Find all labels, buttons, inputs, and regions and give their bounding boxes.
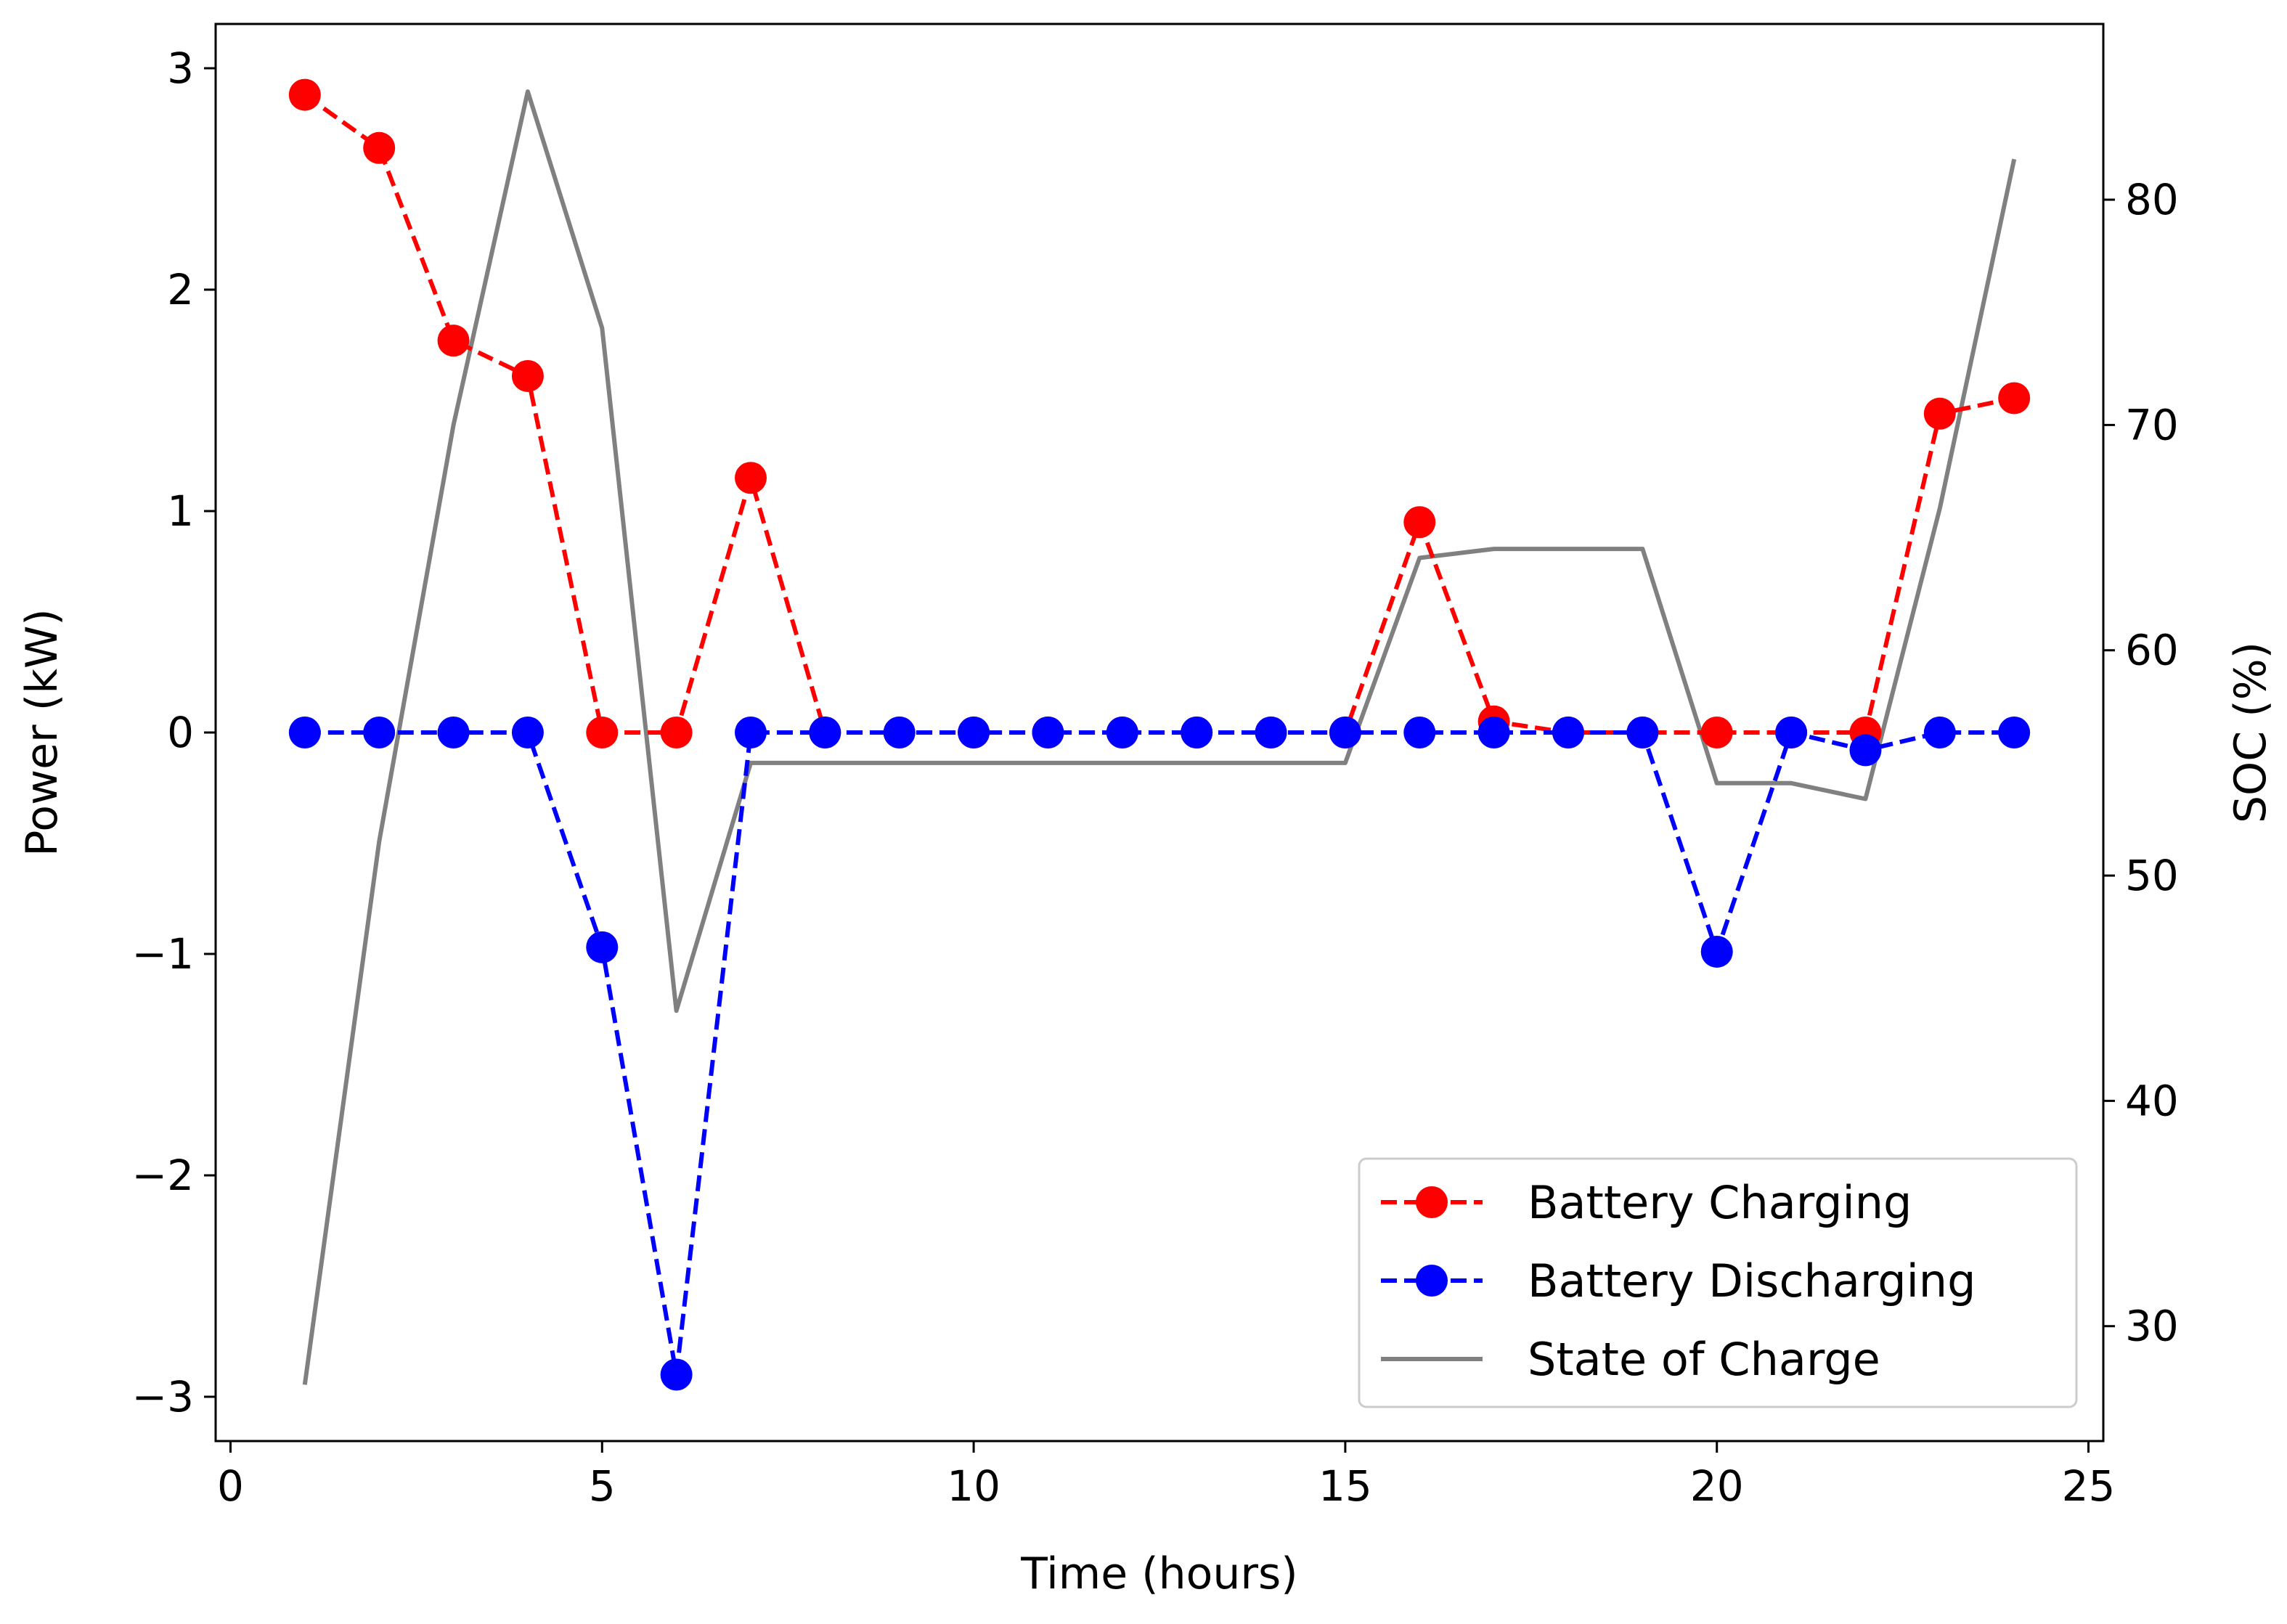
battery-discharging-point <box>1106 717 1138 748</box>
battery-discharging-point <box>1552 717 1584 748</box>
battery-charging-point <box>1923 397 1956 430</box>
battery-discharging-point <box>437 717 470 748</box>
y-tick-label: 2 <box>167 265 194 314</box>
battery-charging-point <box>437 325 470 357</box>
y2-tick-label: 80 <box>2125 175 2179 224</box>
battery-charging-point <box>511 359 544 392</box>
y-tick-label: −3 <box>132 1372 195 1421</box>
battery-discharging-point <box>735 717 767 748</box>
battery-discharging-point <box>1477 717 1510 748</box>
battery-discharging-point <box>958 717 990 748</box>
battery-discharging-point <box>1626 717 1659 748</box>
y2-tick-label: 60 <box>2125 626 2179 675</box>
y2-tick-label: 70 <box>2125 400 2179 449</box>
y2-tick-label: 40 <box>2125 1076 2179 1125</box>
legend-discharging-label: Battery Discharging <box>1528 1254 1976 1307</box>
battery-charging-line <box>303 93 2015 735</box>
legend: Battery Charging Battery Discharging Sta… <box>1358 1157 2078 1408</box>
y2-tick-label: 30 <box>2125 1302 2179 1351</box>
y2-axis-label: SOC (%) <box>2225 642 2276 823</box>
battery-discharging-line <box>304 730 2015 1377</box>
battery-discharging-point <box>1329 717 1361 748</box>
battery-charging-point <box>586 717 619 748</box>
y-tick-label: −2 <box>132 1151 195 1200</box>
legend-box <box>1358 1157 2078 1408</box>
x-tick-label: 10 <box>947 1461 1000 1511</box>
y-tick-label: 3 <box>167 44 194 93</box>
battery-discharging-point <box>511 717 544 748</box>
battery-discharging-point <box>1403 717 1436 748</box>
battery-discharging-point <box>809 717 841 748</box>
battery-discharging-point <box>1181 717 1213 748</box>
battery-charging-point <box>363 131 396 164</box>
legend-charging-marker <box>1416 1186 1448 1218</box>
legend-charging-label: Battery Charging <box>1528 1176 1912 1229</box>
x-axis-label: Time (hours) <box>1020 1548 1297 1599</box>
battery-charging-point <box>660 717 693 748</box>
battery-charging-point <box>1998 382 2031 415</box>
x-tick-label: 25 <box>2062 1461 2116 1511</box>
battery-charging-point <box>288 78 321 111</box>
battery-charging-point <box>735 462 767 494</box>
battery-discharging-point <box>363 717 396 748</box>
battery-discharging-point <box>1775 717 1808 748</box>
axes-layer: 0 5 10 15 20 25 −3 −2 −1 0 1 2 3 30 40 50 60 70 80 <box>132 44 2179 1511</box>
legend-soc-label: State of Charge <box>1528 1333 1880 1386</box>
battery-charging-point <box>1403 506 1436 539</box>
battery-discharging-point <box>1700 935 1733 968</box>
y-tick-label: 1 <box>167 486 194 536</box>
x-tick-label: 0 <box>217 1461 244 1511</box>
series-layer <box>288 78 2031 1391</box>
y2-tick-label: 50 <box>2125 851 2179 900</box>
state-of-charge-line <box>302 89 2017 1385</box>
y-axis-label: Power (kW) <box>17 608 68 856</box>
battery-discharging-point <box>883 717 916 748</box>
battery-discharging-point <box>586 931 619 963</box>
battery-discharging-point <box>660 1358 693 1391</box>
y-tick-label: −1 <box>132 929 195 979</box>
legend-discharging-marker <box>1416 1265 1448 1297</box>
battery-charging-point <box>1700 717 1733 748</box>
battery-discharging-point <box>1923 717 1956 748</box>
y-tick-label: 0 <box>167 708 194 757</box>
battery-discharging-point <box>1032 717 1064 748</box>
battery-discharging-point <box>288 717 321 748</box>
battery-discharging-point <box>1849 734 1882 767</box>
battery-discharging-point <box>1998 717 2031 748</box>
x-tick-label: 15 <box>1318 1461 1372 1511</box>
battery-discharging-point <box>1255 717 1287 748</box>
x-tick-label: 5 <box>589 1461 616 1511</box>
x-tick-label: 20 <box>1690 1461 1744 1511</box>
